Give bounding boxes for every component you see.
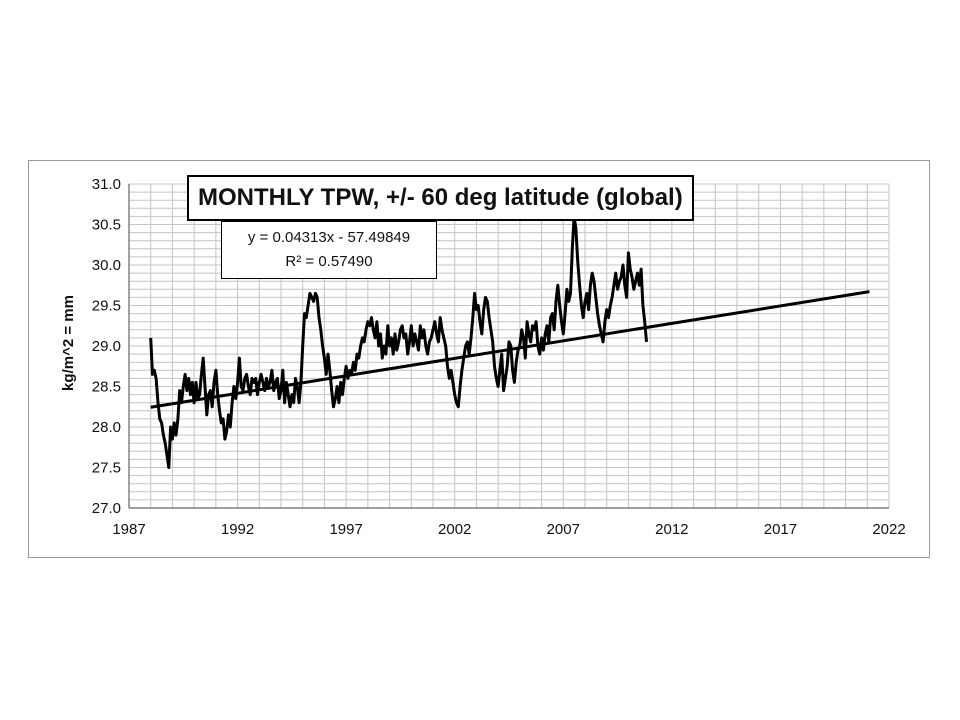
tick-labels: 27.0 27.5 28.0 28.5 29.0 29.5 30.0 30.5 31.0 1987…: [92, 176, 906, 538]
y-tick-label: 29.5: [92, 298, 121, 315]
y-tick-label: 30.5: [92, 217, 121, 234]
trendline: [150, 290, 870, 409]
y-tick-label: 27.0: [92, 500, 121, 517]
x-tick-label: 2022: [872, 521, 905, 538]
x-tick-label: 1997: [329, 521, 362, 538]
x-tick-label: 2017: [764, 521, 797, 538]
y-tick-label: 31.0: [92, 176, 121, 193]
x-tick-label: 1987: [112, 521, 145, 538]
series-layer: [149, 214, 648, 469]
y-tick-label: 28.5: [92, 379, 121, 396]
series-line-tpw: [149, 214, 648, 469]
x-tick-label: 2007: [547, 521, 580, 538]
trendline-equation-box: y = 0.04313x - 57.49849 R² = 0.57490: [221, 221, 437, 279]
trendline-equation: y = 0.04313x - 57.49849: [247, 229, 411, 246]
trendline-r-squared: R² = 0.57490: [285, 253, 373, 270]
chart-frame: 27.0 27.5 28.0 28.5 29.0 29.5 30.0 30.5 31.0 1987…: [28, 160, 930, 558]
x-tick-label: 1992: [221, 521, 254, 538]
x-tick-label: 2002: [438, 521, 471, 538]
trendline-layer: [150, 290, 870, 409]
y-tick-label: 30.0: [92, 257, 121, 274]
y-tick-label: 28.0: [92, 419, 121, 436]
y-tick-label: 27.5: [92, 460, 121, 477]
y-axis-label: kg/m^2 = mm: [60, 295, 77, 391]
chart-title: MONTHLY TPW, +/- 60 deg latitude (global…: [187, 175, 694, 221]
x-tick-label: 2012: [655, 521, 688, 538]
axes-layer: [128, 184, 889, 509]
y-tick-label: 29.0: [92, 338, 121, 355]
